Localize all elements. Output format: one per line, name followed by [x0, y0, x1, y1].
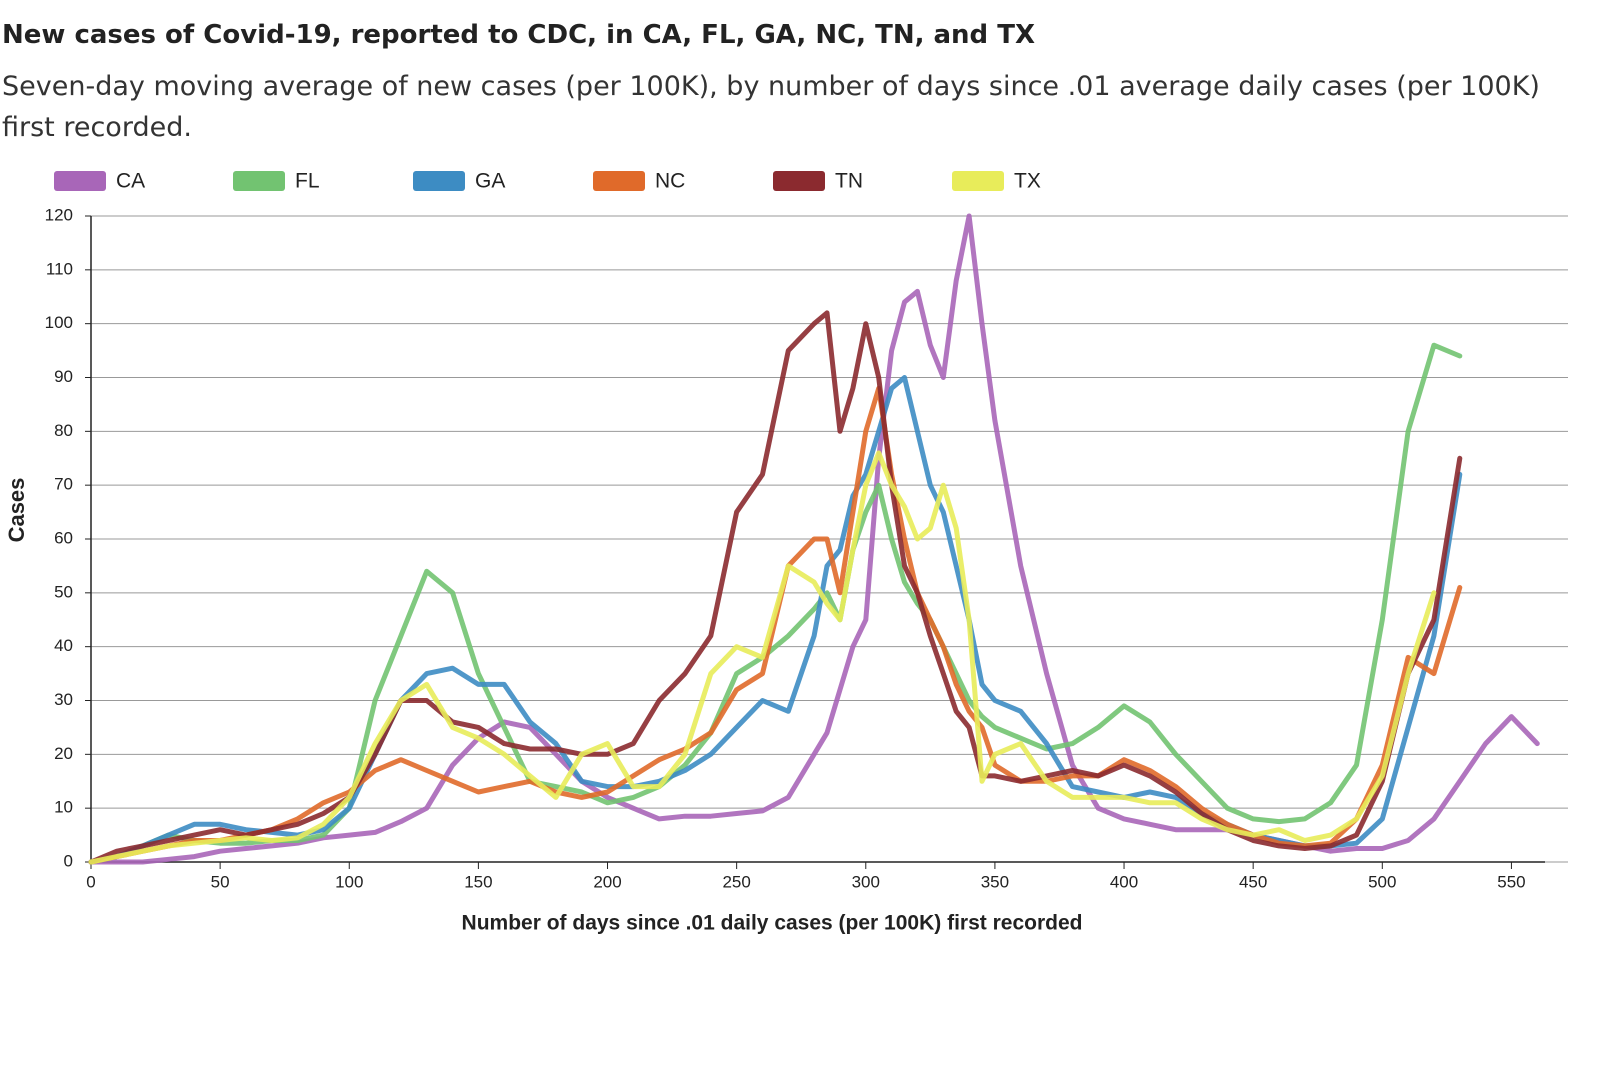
y-tick-label: 70 — [54, 475, 73, 494]
x-tick-label: 150 — [464, 872, 492, 891]
y-tick-label: 50 — [54, 582, 73, 601]
chart-subtitle: Seven-day moving average of new cases (p… — [2, 71, 1540, 143]
x-tick-label: 550 — [1497, 872, 1525, 891]
y-tick-label: 40 — [54, 636, 73, 655]
x-tick-label: 200 — [593, 872, 621, 891]
x-tick-label: 500 — [1368, 872, 1396, 891]
y-tick-label: 10 — [54, 798, 73, 817]
y-tick-label: 90 — [54, 367, 73, 386]
x-tick-label: 300 — [852, 872, 880, 891]
y-axis-label: Cases — [4, 478, 29, 543]
legend-swatch — [54, 171, 106, 191]
legend-label: TN — [835, 170, 863, 193]
legend-swatch — [952, 171, 1004, 191]
x-tick-label: 0 — [86, 872, 95, 891]
legend-label: GA — [475, 170, 505, 193]
y-tick-label: 100 — [45, 313, 73, 332]
x-tick-label: 400 — [1110, 872, 1138, 891]
legend-label: NC — [655, 170, 685, 193]
x-tick-label: 50 — [211, 872, 230, 891]
y-tick-label: 0 — [64, 851, 73, 870]
x-axis-label: Number of days since .01 daily cases (pe… — [462, 912, 1083, 935]
x-tick-label: 450 — [1239, 872, 1267, 891]
legend-label: CA — [116, 170, 145, 193]
y-tick-label: 80 — [54, 421, 73, 440]
legend-label: TX — [1014, 170, 1041, 193]
legend-swatch — [233, 171, 285, 191]
y-tick-label: 110 — [46, 259, 73, 278]
y-tick-label: 120 — [45, 205, 73, 224]
series-line — [88, 310, 1463, 865]
legend-swatch — [413, 171, 465, 191]
x-tick-label: 250 — [722, 872, 750, 891]
x-tick-label: 100 — [335, 872, 363, 891]
legend-swatch — [773, 171, 825, 191]
chart-title: New cases of Covid-19, reported to CDC, … — [2, 20, 1036, 50]
series-line — [88, 450, 1437, 865]
y-tick-label: 20 — [54, 744, 73, 763]
y-tick-label: 30 — [54, 690, 73, 709]
legend-label: FL — [295, 170, 320, 193]
x-tick-label: 350 — [981, 872, 1009, 891]
y-tick-label: 60 — [54, 528, 73, 547]
series-line — [88, 385, 1463, 865]
legend-swatch — [593, 171, 645, 191]
